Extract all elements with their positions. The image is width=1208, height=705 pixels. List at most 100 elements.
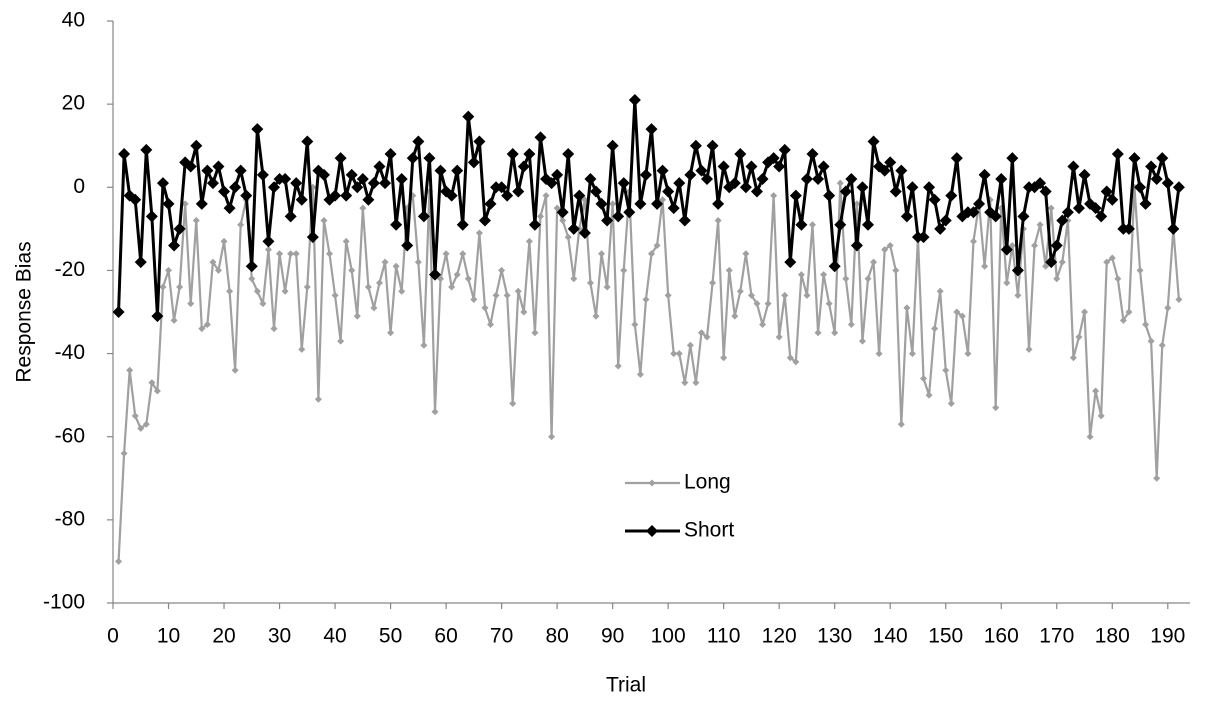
point <box>820 271 828 279</box>
point <box>514 287 522 295</box>
point <box>584 172 597 185</box>
point <box>301 135 314 148</box>
point <box>664 291 672 299</box>
point <box>989 210 1002 223</box>
x-tick-label: 70 <box>490 625 513 648</box>
point <box>1061 206 1074 219</box>
x-tick-label: 130 <box>817 625 852 648</box>
point <box>697 329 705 337</box>
point <box>1008 241 1016 249</box>
point <box>190 139 203 152</box>
point <box>1047 204 1055 212</box>
point <box>1147 337 1155 345</box>
point <box>1150 172 1163 185</box>
point <box>487 320 495 328</box>
point <box>1039 185 1052 198</box>
point <box>928 193 941 206</box>
point <box>1111 148 1124 161</box>
point <box>276 250 284 258</box>
point <box>367 177 380 190</box>
point <box>695 164 708 177</box>
point <box>545 177 558 190</box>
point <box>453 271 461 279</box>
point <box>734 148 747 161</box>
point <box>564 233 572 241</box>
y-tick-label: -80 <box>55 507 85 530</box>
point <box>953 308 961 316</box>
point <box>423 152 436 165</box>
point <box>642 296 650 304</box>
y-tick-label: 0 <box>73 175 85 198</box>
point <box>606 139 619 152</box>
point <box>251 123 264 136</box>
point <box>417 210 430 223</box>
point <box>462 110 475 123</box>
point <box>703 333 711 341</box>
point <box>678 214 691 227</box>
point <box>1134 181 1147 194</box>
point <box>523 148 536 161</box>
point <box>720 354 728 362</box>
point <box>1136 266 1144 274</box>
point <box>686 341 694 349</box>
point <box>115 557 123 565</box>
point <box>601 214 614 227</box>
point <box>939 214 952 227</box>
point <box>498 266 506 274</box>
point <box>806 148 819 161</box>
point <box>945 189 958 202</box>
point <box>223 202 236 215</box>
point <box>559 217 567 225</box>
point <box>168 239 181 252</box>
point <box>701 172 714 185</box>
point <box>634 197 647 210</box>
point <box>881 246 889 254</box>
point <box>348 266 356 274</box>
point <box>814 329 822 337</box>
point <box>329 189 342 202</box>
point <box>326 250 334 258</box>
point <box>728 177 741 190</box>
point <box>612 210 625 223</box>
x-tick-label: 140 <box>873 625 908 648</box>
point <box>759 320 767 328</box>
point <box>917 231 930 244</box>
point <box>184 160 197 173</box>
point <box>778 143 791 156</box>
point <box>1119 316 1127 324</box>
point <box>592 312 600 320</box>
point <box>659 196 667 204</box>
point <box>1045 256 1058 269</box>
point <box>437 275 445 283</box>
point <box>875 350 883 358</box>
point <box>220 237 228 245</box>
point <box>617 177 630 190</box>
point <box>681 379 689 387</box>
point <box>1072 202 1085 215</box>
point <box>209 258 217 266</box>
point <box>412 135 425 148</box>
point <box>156 177 169 190</box>
point <box>656 164 669 177</box>
point <box>112 306 125 318</box>
point <box>936 287 944 295</box>
y-axis-title: Response Bias <box>13 241 36 382</box>
point <box>1078 168 1091 181</box>
point <box>381 258 389 266</box>
point <box>792 358 800 366</box>
x-axis-title: Trial <box>606 674 646 697</box>
point <box>262 235 275 248</box>
point <box>534 131 547 144</box>
point <box>1034 177 1047 190</box>
point <box>120 449 128 457</box>
point <box>503 291 511 299</box>
point <box>234 164 247 177</box>
point <box>392 262 400 270</box>
point <box>131 412 139 420</box>
point <box>467 156 480 169</box>
point <box>586 279 594 287</box>
point <box>764 300 772 308</box>
point <box>1000 243 1013 256</box>
point <box>1025 345 1033 353</box>
point <box>270 325 278 333</box>
